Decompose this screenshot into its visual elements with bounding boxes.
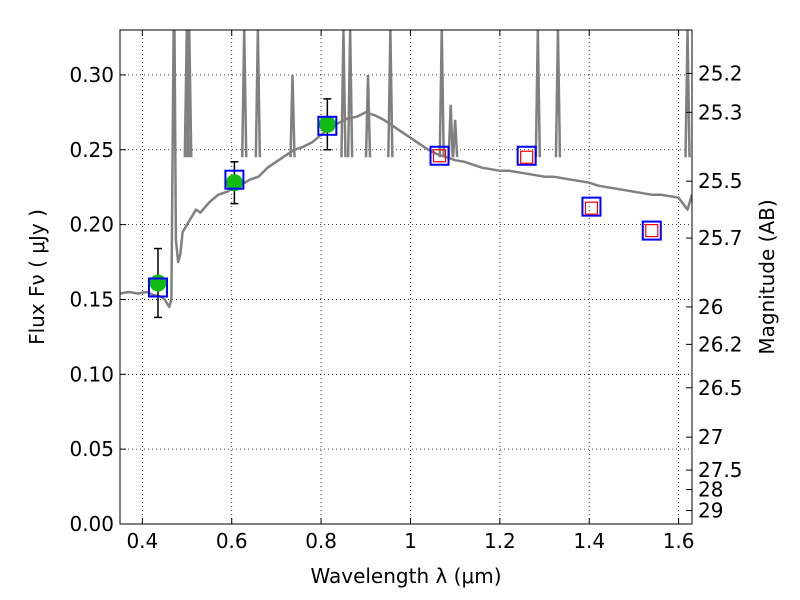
model-photometry-marker (581, 196, 602, 217)
model-photometry-marker (516, 145, 537, 166)
y-tick-label: 0.30 (69, 63, 114, 87)
emission-line-spike (387, 30, 394, 158)
y-tick-label: 0.20 (69, 213, 114, 237)
y2-tick-label: 26.2 (698, 332, 743, 356)
emission-line-spike (684, 30, 691, 158)
y2-tick-label: 29 (698, 499, 723, 523)
y2-tick-label: 25.2 (698, 61, 743, 85)
emission-line-spike (554, 30, 562, 158)
y-axis-label: Flux Fν ( μJy ) (25, 209, 49, 345)
upper-limit-marker (520, 150, 534, 164)
x-tick-label: 0.8 (305, 529, 337, 553)
y2-tick-label: 26.5 (698, 376, 743, 400)
emission-line-spike (240, 30, 248, 158)
model-photometry-marker (429, 145, 450, 166)
y2-tick-label: 25.5 (698, 169, 743, 193)
emission-line-spike (340, 30, 347, 158)
emission-line-spike (534, 30, 542, 158)
x-tick-label: 1 (404, 529, 417, 553)
x-tick-label: 1.4 (573, 529, 605, 553)
observed-point (318, 115, 336, 133)
upper-limit-marker (432, 149, 447, 163)
emission-line-spike (346, 30, 354, 158)
y2-tick-label: 25.7 (698, 226, 743, 250)
y-tick-label: 0.25 (69, 138, 114, 162)
x-tick-label: 1.2 (484, 529, 516, 553)
y2-tick-label: 25.3 (698, 100, 743, 124)
data-area (120, 30, 692, 319)
emission-line-spike (186, 30, 193, 158)
model-photometry-marker (224, 169, 245, 190)
model-photometry-marker (147, 277, 168, 298)
model-photometry-marker (317, 115, 338, 136)
y2-tick-label: 28 (698, 478, 723, 502)
x-tick-label: 0.6 (216, 529, 248, 553)
observed-point (149, 274, 167, 292)
spectrum-line (120, 30, 692, 309)
y-tick-label: 0.00 (69, 512, 114, 536)
axes: 0.4 0.6 0.8 1 1.2 1.4 1.6 0.00 0.05 0.10 0.15 0.20 0… (69, 30, 743, 553)
x-axis-label: Wavelength λ (μm) (310, 564, 501, 588)
y-tick-label: 0.10 (69, 362, 114, 386)
upper-limit-marker (584, 201, 599, 215)
upper-limit-marker (645, 223, 659, 238)
emission-line-spike (364, 74, 372, 158)
model-photometry-marker (641, 220, 662, 241)
plot-frame (119, 29, 693, 525)
x-tick-label: 0.4 (126, 529, 158, 553)
emission-line-spike (438, 30, 445, 158)
emission-line-spike (254, 30, 262, 158)
y2-tick-label: 27.5 (698, 458, 743, 482)
y2-tick-label: 27 (698, 425, 723, 449)
emission-line-spike (451, 119, 459, 158)
y2-tick-label: 26 (698, 295, 723, 319)
y2-axis-label: Magnitude (AB) (755, 199, 779, 354)
y-tick-label: 0.05 (69, 437, 114, 461)
emission-line-spike (289, 74, 296, 158)
emission-line-spike (447, 104, 454, 158)
x-tick-label: 1.6 (663, 529, 695, 553)
y-tick-label: 0.15 (69, 287, 114, 311)
